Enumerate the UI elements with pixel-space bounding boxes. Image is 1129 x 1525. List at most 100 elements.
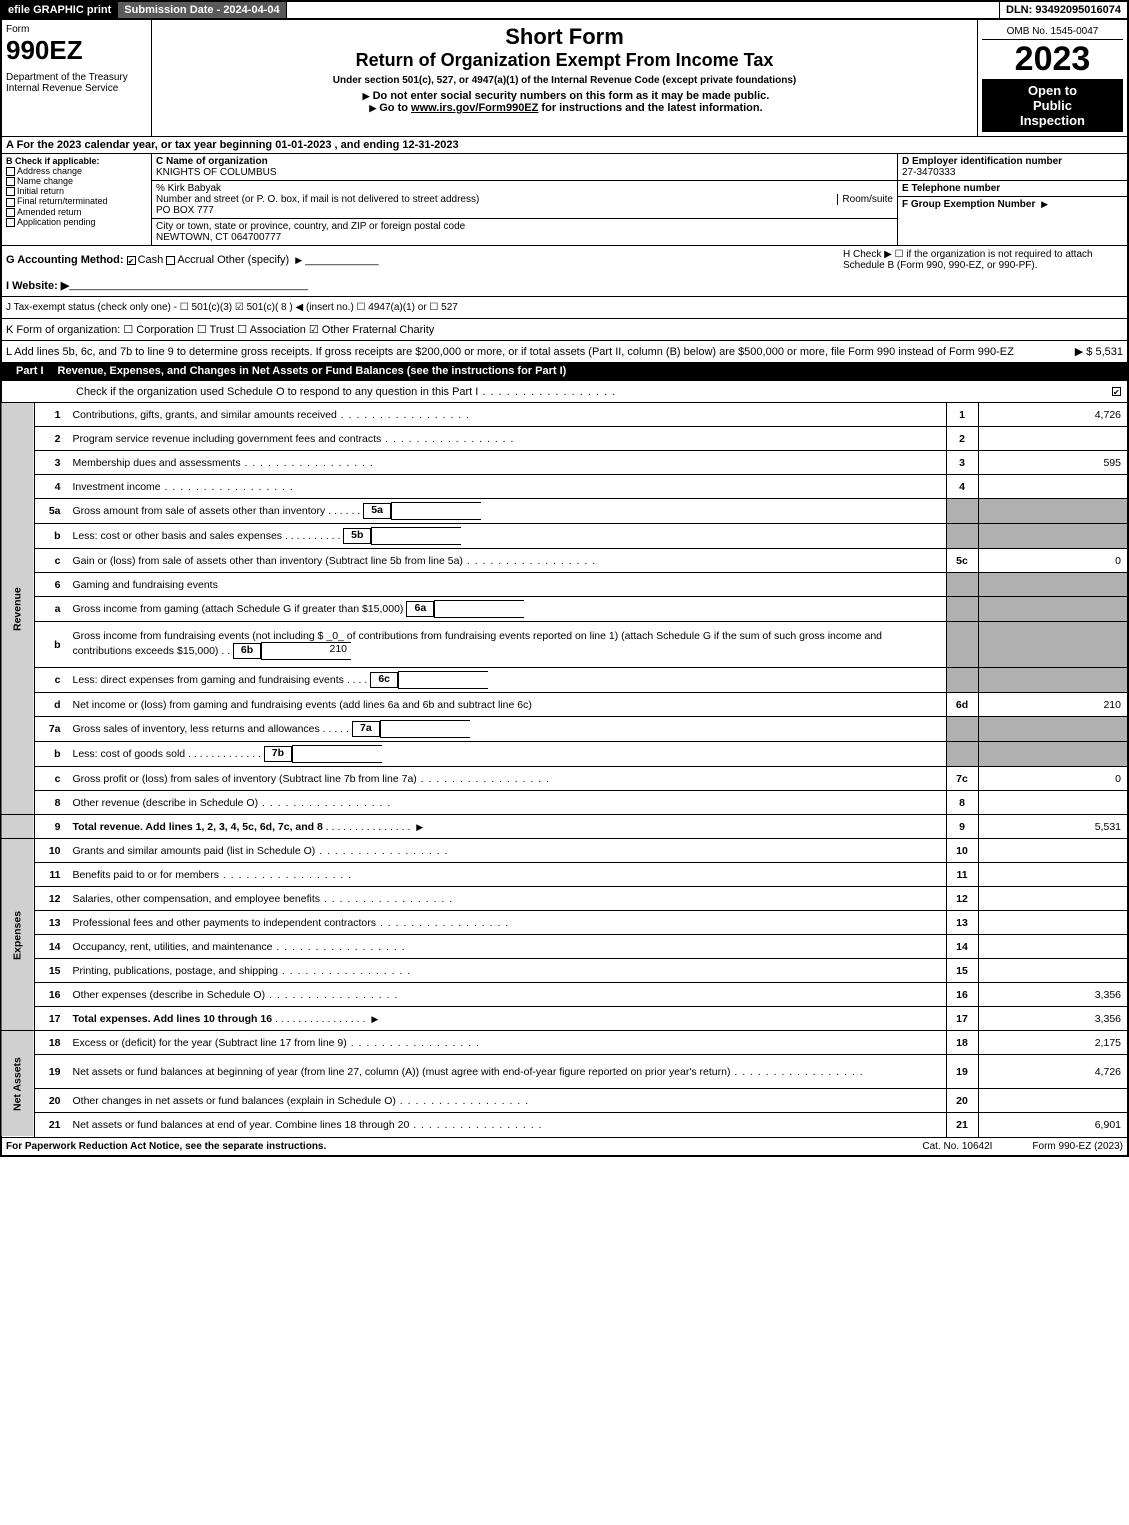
short-form-title: Short Form (156, 24, 973, 50)
ln7atxt: Gross sales of inventory, less returns a… (73, 723, 320, 735)
bv6b: 210 (261, 642, 351, 660)
ln17t: Total expenses. Add lines 10 through 16 … (69, 1007, 947, 1031)
ln11r: 11 (946, 863, 978, 887)
ln11n: 11 (35, 863, 69, 887)
ln5bt: Less: cost or other basis and sales expe… (69, 524, 947, 549)
ln21t: Net assets or fund balances at end of ye… (69, 1113, 947, 1137)
ln12n: 12 (35, 887, 69, 911)
ln13v (978, 911, 1128, 935)
col-b-checkboxes: B Check if applicable: Address change Na… (2, 154, 152, 245)
room-label: Room/suite (837, 194, 893, 205)
group-label: F Group Exemption Number (902, 199, 1035, 210)
ln3t: Membership dues and assessments (69, 451, 947, 475)
accrual-label: Accrual (177, 254, 214, 266)
ln6dv: 210 (978, 693, 1128, 717)
side-revenue: Revenue (1, 403, 35, 815)
ln17r: 17 (946, 1007, 978, 1031)
ln20v (978, 1089, 1128, 1113)
ln2r: 2 (946, 427, 978, 451)
ein-label: D Employer identification number (902, 156, 1123, 167)
ln1r: 1 (946, 403, 978, 427)
ln6n: 6 (35, 573, 69, 597)
chk-initial[interactable]: Initial return (6, 186, 147, 196)
sh6 (946, 573, 978, 597)
b-label: B Check if applicable: (6, 156, 147, 166)
row-i: I Website: ▶ ___________________________… (0, 274, 1129, 296)
ln1t: Contributions, gifts, grants, and simila… (69, 403, 947, 427)
ln8n: 8 (35, 791, 69, 815)
row-g-h: G Accounting Method: Cash Accrual Other … (0, 245, 1129, 274)
chk-schedule-o[interactable] (1112, 387, 1121, 396)
chk-accrual[interactable] (166, 256, 175, 265)
ln10r: 10 (946, 839, 978, 863)
ln1n: 1 (35, 403, 69, 427)
c-name-label: C Name of organization (156, 156, 893, 167)
ln6cn: c (35, 668, 69, 693)
tax-year: 2023 (982, 40, 1123, 79)
chk-cash[interactable] (127, 256, 136, 265)
ln18n: 18 (35, 1031, 69, 1055)
ln6an: a (35, 597, 69, 622)
row-l: L Add lines 5b, 6c, and 7b to line 9 to … (0, 340, 1129, 362)
ln9n: 9 (35, 815, 69, 839)
ln7ct: Gross profit or (loss) from sales of inv… (69, 767, 947, 791)
side-net-assets: Net Assets (1, 1031, 35, 1137)
inst2a: Go to (379, 102, 411, 114)
ln18t: Excess or (deficit) for the year (Subtra… (69, 1031, 947, 1055)
org-name: KNIGHTS OF COLUMBUS (156, 167, 893, 178)
ln5ct: Gain or (loss) from sale of assets other… (69, 549, 947, 573)
shv6c (978, 668, 1128, 693)
main-title: Return of Organization Exempt From Incom… (156, 50, 973, 71)
ln7cv: 0 (978, 767, 1128, 791)
ln8t: Other revenue (describe in Schedule O) (69, 791, 947, 815)
ln16n: 16 (35, 983, 69, 1007)
col-c-org: C Name of organization KNIGHTS OF COLUMB… (152, 154, 897, 245)
ln16t: Other expenses (describe in Schedule O) (69, 983, 947, 1007)
street-value: PO BOX 777 (156, 205, 893, 216)
chk-final[interactable]: Final return/terminated (6, 196, 147, 206)
cash-label: Cash (138, 254, 164, 266)
omb-number: OMB No. 1545-0047 (982, 24, 1123, 40)
form-header: Form 990EZ Department of the Treasury In… (0, 20, 1129, 136)
ln20r: 20 (946, 1089, 978, 1113)
chk-amended[interactable]: Amended return (6, 207, 147, 217)
ln6ctxt: Less: direct expenses from gaming and fu… (73, 674, 344, 686)
part-i-header: Part I Revenue, Expenses, and Changes in… (0, 362, 1129, 380)
ln5cn: c (35, 549, 69, 573)
submission-date: Submission Date - 2024-04-04 (118, 2, 286, 18)
ln2t: Program service revenue including govern… (69, 427, 947, 451)
row-j: J Tax-exempt status (check only one) - ☐… (0, 296, 1129, 318)
city-label: City or town, state or province, country… (156, 221, 893, 232)
spacer (287, 2, 1000, 18)
efile-label[interactable]: efile GRAPHIC print (2, 2, 118, 18)
box6b: 6b (233, 643, 261, 659)
sh6b (946, 622, 978, 668)
street-label: Number and street (or P. O. box, if mail… (156, 194, 837, 205)
ln4t: Investment income (69, 475, 947, 499)
ln9t: Total revenue. Add lines 1, 2, 3, 4, 5c,… (69, 815, 947, 839)
chk-name[interactable]: Name change (6, 176, 147, 186)
instruction-link: Go to www.irs.gov/Form990EZ for instruct… (156, 102, 973, 114)
ln6dt: Net income or (loss) from gaming and fun… (69, 693, 947, 717)
open-to-public: Open to Public Inspection (982, 79, 1123, 132)
ln14v (978, 935, 1128, 959)
opt3: Final return/terminated (17, 196, 108, 206)
ln4n: 4 (35, 475, 69, 499)
ln21n: 21 (35, 1113, 69, 1137)
ln18v: 2,175 (978, 1031, 1128, 1055)
top-bar: efile GRAPHIC print Submission Date - 20… (0, 0, 1129, 20)
subtitle: Under section 501(c), 527, or 4947(a)(1)… (156, 75, 973, 86)
chk-pending[interactable]: Application pending (6, 217, 147, 227)
irs-link[interactable]: www.irs.gov/Form990EZ (411, 102, 538, 114)
ln1v: 4,726 (978, 403, 1128, 427)
ln5btxt: Less: cost or other basis and sales expe… (73, 530, 283, 542)
bv5a (391, 502, 481, 520)
ln18r: 18 (946, 1031, 978, 1055)
ln20t: Other changes in net assets or fund bala… (69, 1089, 947, 1113)
ln17n: 17 (35, 1007, 69, 1031)
ln7an: 7a (35, 717, 69, 742)
ln21r: 21 (946, 1113, 978, 1137)
chk-address[interactable]: Address change (6, 166, 147, 176)
ln12r: 12 (946, 887, 978, 911)
ln7cr: 7c (946, 767, 978, 791)
